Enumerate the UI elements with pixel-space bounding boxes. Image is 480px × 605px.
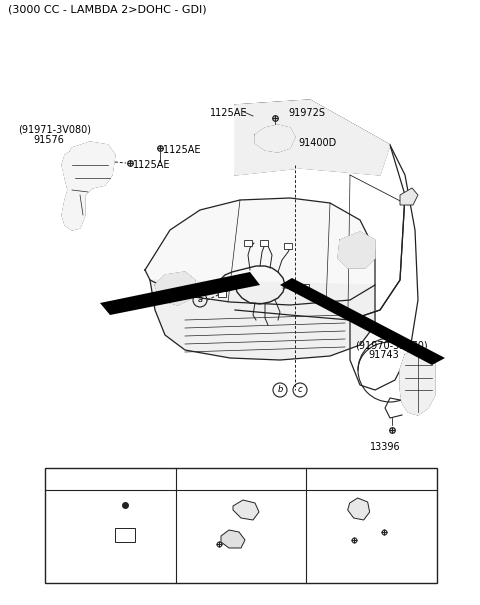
Text: c: c	[318, 474, 323, 483]
Text: 1129ED: 1129ED	[223, 558, 262, 568]
Polygon shape	[400, 348, 435, 415]
Text: b: b	[277, 385, 283, 394]
Polygon shape	[255, 125, 295, 152]
Text: 1125DA: 1125DA	[354, 554, 393, 564]
Text: c: c	[298, 385, 302, 394]
Text: (3000 CC - LAMBDA 2>DOHC - GDI): (3000 CC - LAMBDA 2>DOHC - GDI)	[8, 5, 206, 15]
Polygon shape	[235, 100, 390, 175]
Bar	[260, 240, 268, 246]
Polygon shape	[280, 278, 445, 365]
Text: 91743: 91743	[368, 350, 399, 360]
Text: 1125AE: 1125AE	[163, 145, 207, 155]
Bar	[284, 243, 292, 249]
Polygon shape	[348, 498, 370, 520]
Text: b: b	[187, 474, 192, 483]
Bar	[115, 528, 135, 542]
Text: 18362: 18362	[88, 503, 119, 513]
Polygon shape	[100, 272, 260, 315]
Text: a: a	[197, 295, 203, 304]
Polygon shape	[233, 500, 259, 520]
Text: (91970-3S070): (91970-3S070)	[355, 340, 428, 350]
Text: 91931M: 91931M	[236, 496, 275, 506]
Text: 1125AE: 1125AE	[210, 108, 248, 118]
Text: a: a	[57, 474, 61, 483]
Polygon shape	[62, 142, 115, 230]
Polygon shape	[150, 280, 375, 360]
Bar	[218, 291, 226, 297]
Polygon shape	[155, 272, 195, 305]
Polygon shape	[338, 232, 375, 268]
Polygon shape	[221, 530, 245, 548]
Polygon shape	[145, 198, 375, 305]
Text: 91400D: 91400D	[298, 138, 336, 148]
Text: (91971-3V080): (91971-3V080)	[18, 125, 91, 135]
Text: 91576: 91576	[33, 135, 64, 145]
Text: 1125AE: 1125AE	[133, 160, 170, 170]
Text: 91931S: 91931S	[367, 496, 403, 506]
Text: 13396: 13396	[370, 442, 401, 452]
Bar	[244, 240, 252, 246]
Polygon shape	[400, 188, 418, 205]
Text: 91972S: 91972S	[288, 108, 325, 118]
Bar	[301, 284, 309, 290]
Bar	[45, 468, 437, 583]
